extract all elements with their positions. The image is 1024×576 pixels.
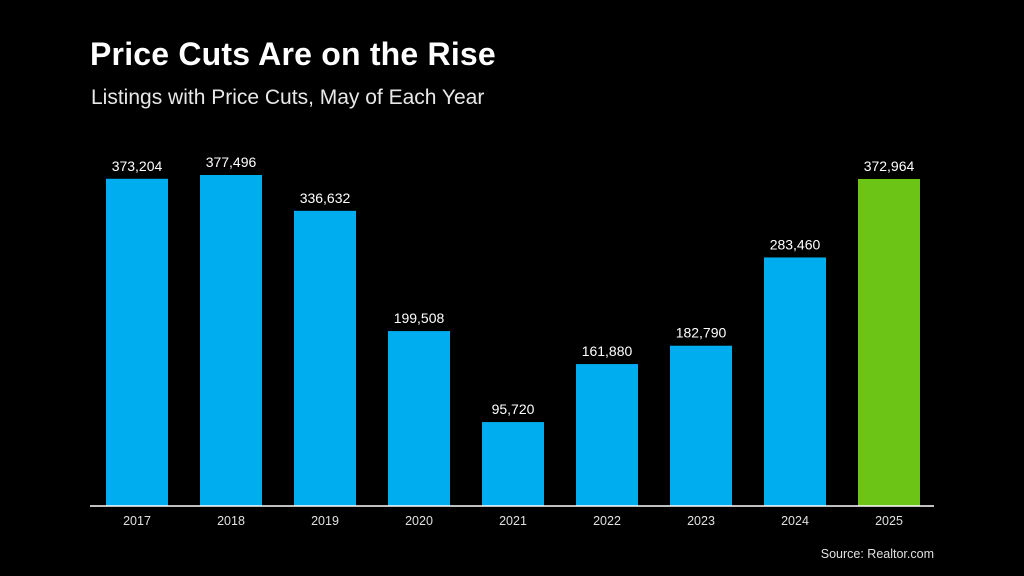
tick-label-2017: 2017 — [123, 514, 151, 528]
chart-title: Price Cuts Are on the Rise — [90, 36, 496, 72]
value-label-2017: 373,204 — [112, 158, 163, 174]
tick-label-2019: 2019 — [311, 514, 339, 528]
chart-subtitle: Listings with Price Cuts, May of Each Ye… — [91, 86, 485, 109]
bar-2025 — [858, 178, 920, 506]
value-label-2019: 336,632 — [300, 190, 351, 206]
bar-2018 — [200, 175, 262, 506]
value-label-2024: 283,460 — [770, 236, 821, 252]
bar-2022 — [576, 364, 638, 506]
tick-label-2021: 2021 — [499, 514, 527, 528]
bar-2021 — [482, 422, 544, 506]
bar-2019 — [294, 210, 356, 506]
value-label-2022: 161,880 — [582, 343, 633, 359]
bar-2023 — [670, 345, 732, 506]
tick-label-2018: 2018 — [217, 514, 245, 528]
tick-label-2020: 2020 — [405, 514, 433, 528]
value-label-2021: 95,720 — [492, 401, 535, 417]
bars-layer — [106, 175, 920, 506]
value-label-2020: 199,508 — [394, 310, 445, 326]
bar-2017 — [106, 178, 168, 506]
value-labels-layer: 373,204 377,496 336,632 199,508 95,720 161,88… — [112, 154, 915, 417]
tick-label-2022: 2022 — [593, 514, 621, 528]
tick-label-2025: 2025 — [875, 514, 903, 528]
x-tick-labels: 2017 2018 2019 2020 2021 2022 2023 2024 2025 — [123, 514, 903, 528]
bar-2020 — [388, 331, 450, 506]
value-label-2023: 182,790 — [676, 325, 727, 341]
source-note: Source: Realtor.com — [820, 547, 934, 561]
tick-label-2023: 2023 — [687, 514, 715, 528]
value-label-2025: 372,964 — [864, 158, 915, 174]
value-label-2018: 377,496 — [206, 154, 257, 170]
bar-2024 — [764, 257, 826, 506]
tick-label-2024: 2024 — [781, 514, 809, 528]
